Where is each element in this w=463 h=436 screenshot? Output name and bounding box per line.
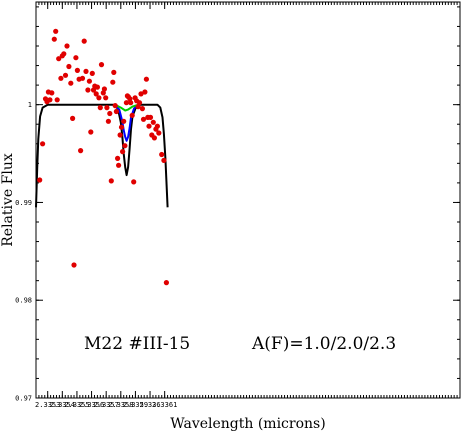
data-point [146, 123, 152, 129]
data-point [123, 100, 129, 106]
data-point [140, 116, 147, 122]
data-point [161, 157, 167, 163]
data-point [135, 104, 141, 110]
data-point [94, 84, 100, 90]
data-point [116, 162, 122, 168]
data-point [115, 155, 121, 161]
data-point [129, 112, 135, 118]
data-point [86, 78, 92, 84]
data-point [112, 103, 118, 109]
data-point [64, 43, 70, 49]
data-point [73, 55, 79, 61]
data-point [81, 38, 87, 44]
data-point [163, 280, 169, 286]
x-axis-label: Wavelength (microns) [170, 416, 325, 432]
data-point [139, 106, 145, 112]
data-point [150, 119, 156, 125]
data-point [74, 67, 80, 73]
data-point [105, 118, 111, 124]
data-point [89, 70, 95, 76]
data-point [66, 63, 72, 70]
data-point [40, 141, 46, 147]
data-point [159, 151, 165, 158]
data-point [103, 95, 109, 101]
data-point [61, 51, 67, 57]
data-point [121, 118, 127, 124]
data-point [143, 76, 149, 82]
data-point [78, 148, 84, 154]
data-point [88, 129, 94, 135]
data-point [85, 87, 91, 93]
plot-frame [35, 1, 461, 399]
annotation-abundance: A(F)=1.0/2.0/2.3 [251, 334, 396, 354]
data-point [62, 72, 69, 78]
observed-points [37, 28, 169, 286]
annotation-object: M22 #III-15 [84, 334, 190, 354]
data-point [120, 149, 126, 155]
data-point [142, 89, 148, 95]
x-tick-label: 2.3359 [123, 401, 148, 409]
data-point [107, 110, 113, 117]
data-point [118, 124, 125, 130]
data-point [111, 69, 117, 75]
data-point [113, 108, 119, 115]
data-point [110, 79, 116, 85]
data-point [68, 80, 74, 86]
data-point [131, 179, 137, 185]
data-point [98, 62, 105, 68]
y-axis-label: Relative Flux [0, 153, 16, 247]
y-tick-label: 0.98 [15, 297, 32, 305]
x-tick-label: 2.3355 [64, 401, 89, 409]
data-point [108, 178, 114, 184]
data-point [127, 96, 133, 102]
x-tick-label: 2.336 [140, 401, 161, 409]
data-point [104, 105, 110, 111]
y-tick-label: 1 [28, 101, 32, 109]
data-point [58, 75, 64, 81]
data-point [93, 91, 99, 97]
data-point [70, 115, 76, 121]
data-point [101, 86, 107, 92]
x-tick-label: 2.3353 [35, 401, 60, 409]
data-point [96, 95, 102, 101]
data-point [117, 132, 123, 138]
data-point [97, 105, 103, 111]
data-point [47, 97, 53, 103]
x-tick-label: 2.3357 [94, 401, 119, 409]
data-point [51, 36, 57, 42]
data-point [122, 143, 128, 149]
data-point [151, 135, 157, 141]
data-point [54, 97, 60, 103]
data-point [53, 28, 59, 34]
x-tick-label: 2.3361 [152, 401, 177, 409]
data-point [138, 91, 144, 97]
tick-labels: 2.33532.33542.33552.33562.33572.33582.33… [15, 101, 177, 409]
x-tick-label: 2.3358 [108, 401, 133, 409]
y-tick-label: 0.97 [15, 395, 32, 403]
data-point [154, 123, 160, 129]
data-point [56, 56, 62, 62]
data-point [71, 262, 77, 268]
data-point [37, 177, 43, 183]
data-point [79, 75, 86, 81]
model-curve-3 [114, 103, 139, 112]
data-point [49, 90, 55, 96]
data-point [83, 68, 89, 74]
data-point [128, 100, 134, 106]
x-tick-label: 2.3354 [50, 401, 75, 409]
y-tick-label: 0.99 [15, 199, 32, 207]
model-curve-1 [35, 103, 169, 208]
data-point [136, 100, 143, 106]
x-tick-label: 2.3356 [79, 401, 104, 409]
data-point [100, 90, 106, 96]
data-point [156, 130, 162, 136]
data-point [147, 114, 154, 120]
